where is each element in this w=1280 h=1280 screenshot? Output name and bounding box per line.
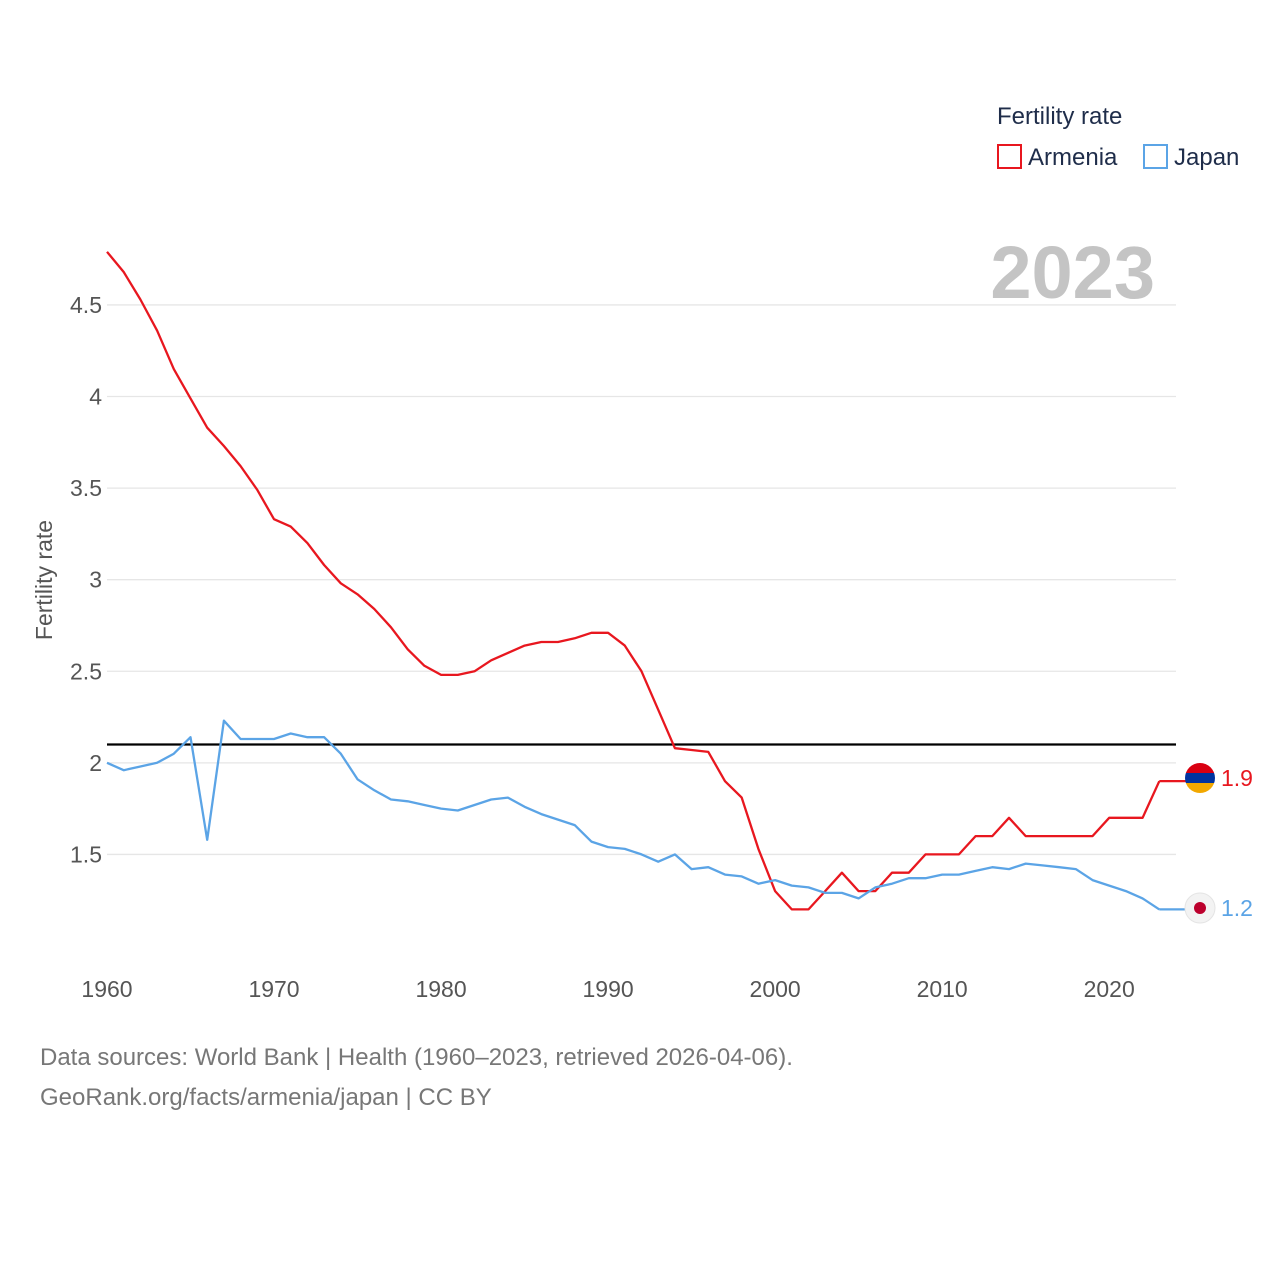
y-tick-label: 1.5 bbox=[70, 841, 102, 867]
x-tick-label: 2000 bbox=[750, 976, 801, 1002]
armenia-end-label: 1.9 bbox=[1221, 765, 1253, 791]
x-tick-label: 1970 bbox=[248, 976, 299, 1002]
year-watermark: 2023 bbox=[990, 231, 1155, 314]
japan-end-label: 1.2 bbox=[1221, 895, 1253, 921]
y-tick-label: 4 bbox=[89, 384, 102, 410]
legend: Fertility rate Armenia Japan bbox=[997, 103, 1239, 171]
x-axis-ticks: 1960 1970 1980 1990 2000 2010 2020 bbox=[81, 976, 1134, 1002]
x-tick-label: 2020 bbox=[1084, 976, 1135, 1002]
x-tick-label: 2010 bbox=[917, 976, 968, 1002]
legend-item-armenia[interactable]: Armenia bbox=[997, 144, 1118, 171]
y-tick-label: 2.5 bbox=[70, 658, 102, 684]
x-tick-label: 1980 bbox=[415, 976, 466, 1002]
y-tick-label: 3.5 bbox=[70, 475, 102, 501]
y-tick-label: 2 bbox=[89, 750, 102, 776]
y-tick-label: 3 bbox=[89, 567, 102, 593]
x-tick-label: 1990 bbox=[583, 976, 634, 1002]
y-axis-ticks: 1.5 2 2.5 3 3.5 4 4.5 bbox=[70, 292, 102, 867]
legend-label-armenia: Armenia bbox=[1028, 144, 1118, 171]
legend-title: Fertility rate bbox=[997, 103, 1122, 130]
license-line[interactable]: GeoRank.org/facts/armenia/japan | CC BY bbox=[40, 1084, 492, 1111]
source-line: Data sources: World Bank | Health (1960–… bbox=[40, 1044, 793, 1071]
japan-line[interactable] bbox=[106, 719, 1160, 911]
armenia-flag-icon bbox=[1185, 763, 1215, 793]
legend-label-japan: Japan bbox=[1174, 144, 1239, 171]
x-tick-label: 1960 bbox=[81, 976, 132, 1002]
legend-swatch-armenia bbox=[997, 144, 1022, 169]
armenia-line[interactable] bbox=[106, 251, 1161, 911]
grid-lines bbox=[107, 304, 1176, 856]
series-lines bbox=[106, 251, 1186, 911]
y-axis-title: Fertility rate bbox=[31, 520, 57, 640]
legend-item-japan[interactable]: Japan bbox=[1143, 144, 1239, 171]
y-tick-label: 4.5 bbox=[70, 292, 102, 318]
series-endpoints: 1.9 1.2 bbox=[1184, 763, 1253, 924]
japan-flag-icon bbox=[1184, 892, 1216, 924]
legend-swatch-japan bbox=[1143, 144, 1168, 169]
